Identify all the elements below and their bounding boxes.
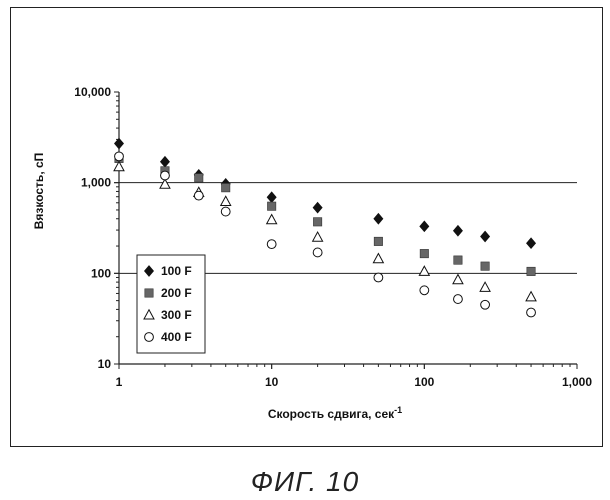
data-point xyxy=(114,138,123,149)
data-point xyxy=(374,237,382,245)
data-point xyxy=(313,248,322,257)
legend-label: 100 F xyxy=(161,264,192,278)
legend-label: 300 F xyxy=(161,308,192,322)
data-point xyxy=(160,156,169,167)
x-axis-title-main: Скорость сдвига, сек xyxy=(268,407,395,421)
data-point xyxy=(221,196,231,205)
data-point xyxy=(313,202,322,213)
y-axis-title: Вязкость, сП xyxy=(32,153,46,230)
figure-caption: ФИГ. 10 xyxy=(0,466,610,498)
y-tick-label: 10 xyxy=(98,357,112,371)
data-point xyxy=(419,266,429,275)
x-tick-label: 1,000 xyxy=(562,375,592,389)
chart-frame: 1 10 100 1,000 10 100 1,000 10,000 100 F 200 F 30… xyxy=(10,7,603,447)
legend-label: 400 F xyxy=(161,330,192,344)
legend-label: 200 F xyxy=(161,286,192,300)
series-100-f xyxy=(114,138,535,248)
data-point xyxy=(420,286,429,295)
data-point xyxy=(313,232,323,241)
data-point xyxy=(481,300,490,309)
data-point xyxy=(160,179,170,188)
data-point xyxy=(527,267,535,275)
data-point xyxy=(480,231,489,242)
data-point xyxy=(267,240,276,249)
data-point xyxy=(267,192,276,203)
x-tick-label: 100 xyxy=(414,375,434,389)
data-point xyxy=(454,295,463,304)
data-point xyxy=(374,213,383,224)
y-tick-label: 10,000 xyxy=(74,85,111,99)
data-point xyxy=(420,249,428,257)
data-point xyxy=(527,308,536,317)
data-point xyxy=(420,221,429,232)
legend: 100 F 200 F 300 F 400 F xyxy=(137,255,205,353)
x-tick-label: 1 xyxy=(116,375,123,389)
data-point xyxy=(313,218,321,226)
data-point xyxy=(454,256,462,264)
data-point xyxy=(481,262,489,270)
legend-marker xyxy=(145,333,154,342)
data-point xyxy=(115,152,124,161)
legend-marker xyxy=(145,289,153,297)
data-point xyxy=(221,207,230,216)
data-point xyxy=(194,191,203,200)
data-point xyxy=(373,254,383,263)
data-point xyxy=(222,184,230,192)
x-tick-label: 10 xyxy=(265,375,279,389)
x-axis-title-superscript: -1 xyxy=(394,405,402,415)
y-tick-label: 100 xyxy=(91,266,111,280)
data-point xyxy=(453,275,463,284)
data-point xyxy=(526,238,535,249)
data-point xyxy=(161,171,170,180)
data-point xyxy=(526,292,536,301)
x-axis-title: Скорость сдвига, сек-1 xyxy=(268,405,402,421)
data-point xyxy=(267,215,277,224)
data-point xyxy=(453,225,462,236)
data-point xyxy=(267,202,275,210)
viscosity-chart: 1 10 100 1,000 10 100 1,000 10,000 100 F 200 F 30… xyxy=(11,8,604,448)
data-point xyxy=(195,174,203,182)
data-point xyxy=(480,282,490,291)
data-point xyxy=(374,273,383,282)
y-tick-label: 1,000 xyxy=(81,176,111,190)
